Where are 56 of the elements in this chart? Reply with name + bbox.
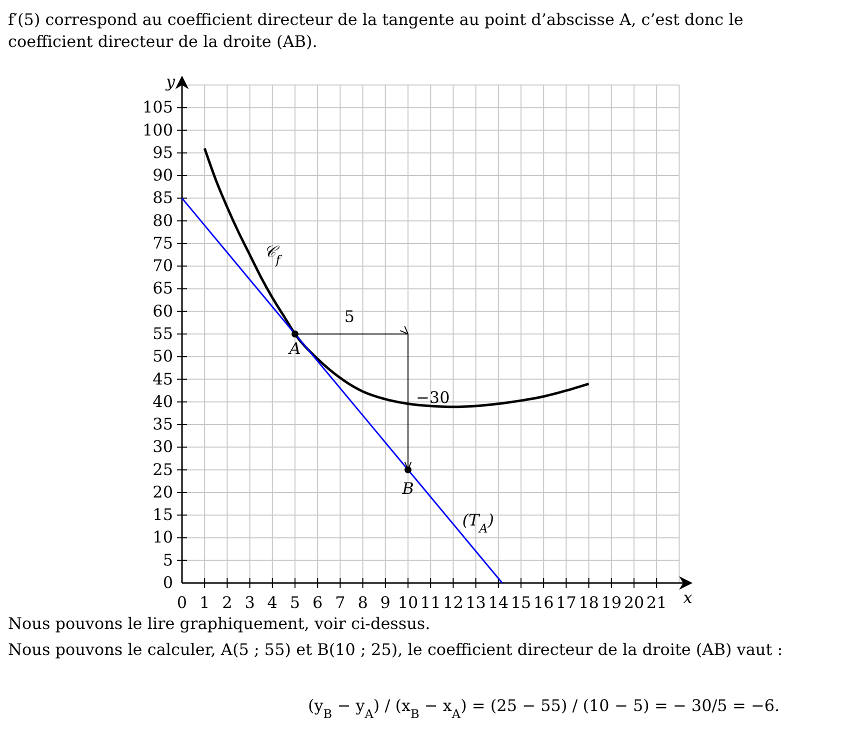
y-tick-label: 0	[162, 573, 173, 592]
x-tick-label: 15	[510, 593, 532, 612]
y-tick-label: 55	[152, 324, 173, 343]
x-tick-label: 5	[290, 593, 300, 612]
annotation: A	[287, 339, 301, 358]
y-axis-title: y	[165, 72, 176, 91]
y-tick-label: 10	[152, 528, 173, 547]
x-tick-label: 6	[312, 593, 323, 612]
x-tick-label: 4	[267, 593, 278, 612]
x-tick-label: 20	[624, 593, 644, 612]
x-tick-label: 9	[380, 593, 390, 612]
x-tick-label: 7	[335, 593, 346, 612]
x-tick-label: 10	[398, 593, 418, 612]
x-tick-label: 11	[420, 593, 441, 612]
y-tick-label: 105	[142, 98, 173, 117]
x-tick-label: 17	[556, 593, 576, 612]
y-tick-label: 35	[152, 414, 173, 434]
y-tick-label: 15	[152, 505, 173, 524]
y-tick-label: 30	[152, 437, 173, 456]
text: Nous pouvons le calculer, A(5 ; 55) et B(10 ; 25), le coefficient directeur de la droite (AB) vaut :	[8, 640, 783, 659]
y-tick-label: 45	[152, 369, 173, 388]
x-tick-label: 14	[488, 593, 509, 612]
y-tick-label: 85	[152, 188, 173, 208]
y-tick-label: 100	[142, 120, 173, 140]
annotation: B	[401, 478, 414, 498]
y-tick-label: 40	[152, 392, 173, 411]
x-tick-label: 0	[176, 593, 188, 612]
y-tick-label: 5	[162, 550, 173, 570]
x-tick-label: 13	[466, 593, 486, 612]
y-tick-label: 80	[152, 210, 173, 230]
y-tick-label: 60	[152, 301, 173, 320]
y-tick-label: 90	[152, 166, 173, 185]
x-tick-label: 3	[244, 593, 255, 612]
x-tick-label: 8	[358, 593, 368, 612]
chart-title: f′(5) correspond au coefficient directeur de la tangente au point d’abscisse A, c’est donc le coefficient directeur de la droite (AB).	[8, 10, 744, 51]
x-tick-label: 16	[533, 593, 554, 612]
x-tick-label: 19	[601, 593, 622, 612]
x-axis-title: x	[683, 588, 692, 607]
y-tick-label: 75	[152, 233, 173, 252]
x-tick-label: 2	[222, 593, 232, 612]
y-tick-label: 20	[152, 482, 173, 502]
x-tick-label: 12	[443, 593, 464, 612]
x-tick-label: 21	[646, 593, 667, 612]
y-tick-label: 65	[152, 278, 173, 298]
x-tick-label: 1	[200, 593, 210, 612]
y-tick-label: 50	[152, 346, 173, 366]
text: Nous pouvons le lire graphiquement, voir ci-dessus.	[8, 614, 430, 633]
text: (y$_{B}$ − y$_{A}$) / (x$_{B}$ − x$_{A}$) = (25 − 55) / (10 − 5) = − 30/5 = −6.	[308, 696, 780, 721]
series-label: (T$_{A}$)	[462, 510, 494, 536]
y-tick-label: 95	[152, 142, 173, 162]
y-tick-label: 25	[152, 460, 173, 479]
annotation: −30	[416, 388, 450, 407]
annotation: 5	[344, 307, 355, 326]
y-tick-label: 70	[152, 256, 173, 276]
x-tick-label: 18	[578, 593, 599, 612]
series-label: 𝒞$_{f}$	[264, 242, 283, 267]
